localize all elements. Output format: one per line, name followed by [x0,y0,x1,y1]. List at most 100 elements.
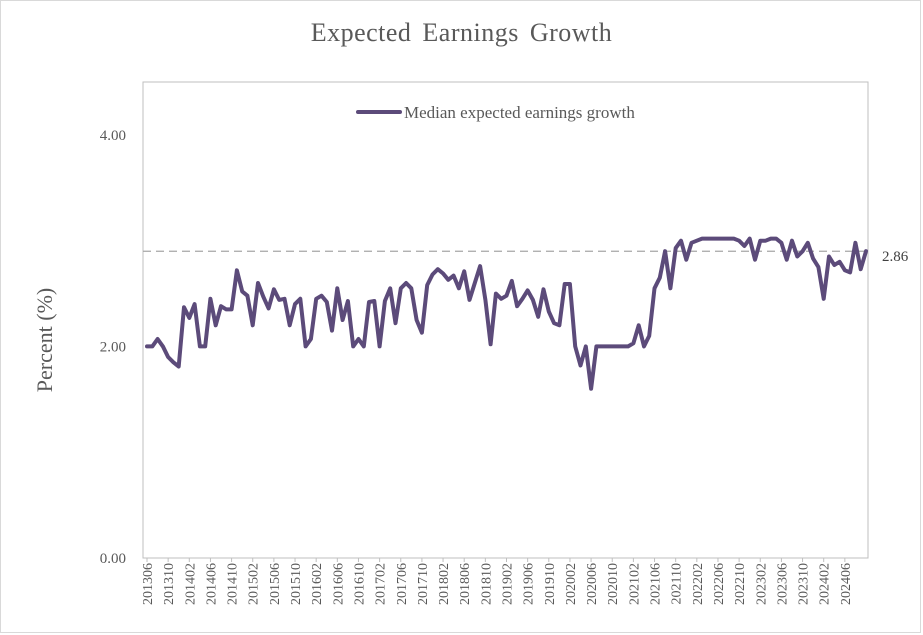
chart-title: Expected Earnings Growth [310,18,613,47]
data-point [674,246,678,250]
data-point [843,268,847,272]
x-tick-label: 201402 [183,563,198,605]
x-tick-label: 201902 [501,563,516,605]
data-point [515,304,519,308]
data-point [462,269,466,273]
x-tick-label: 201706 [395,563,410,605]
data-point [520,297,525,301]
data-point [552,321,556,325]
data-point [721,237,725,241]
data-point [240,289,244,293]
data-point [187,316,191,320]
x-tick-label: 202306 [775,563,790,605]
data-point [726,237,731,241]
data-point [330,329,334,333]
x-tick-label: 201506 [268,563,283,605]
data-point [219,304,223,308]
legend: Median expected earnings growth [356,103,635,122]
data-point [631,341,636,345]
data-point [753,258,757,262]
series-line-median-expected-earnings-growth [145,236,868,391]
data-point [647,334,651,338]
data-point [235,268,239,272]
x-tick-label: 202106 [649,563,664,605]
x-tick-label: 202102 [627,563,642,605]
x-tick-label: 201610 [352,563,367,605]
data-point [251,323,255,327]
x-tick-label: 202302 [754,563,769,605]
data-point [224,307,228,311]
x-tick-label: 202010 [606,563,621,605]
series-points [145,237,868,391]
data-point [399,286,403,290]
data-point [668,286,673,290]
data-point [832,263,836,267]
data-point [467,298,472,302]
data-point [563,282,567,286]
data-point [288,323,292,327]
x-tick-label: 202002 [564,563,579,605]
x-axis-ticks: 201306 201310 201402 201406 201410 201502 2015… [141,558,854,605]
data-point [420,331,424,335]
data-point [838,260,842,264]
data-point [156,337,160,341]
data-point [531,298,535,302]
data-point [541,287,546,291]
data-point [658,276,662,280]
data-point [319,294,324,298]
x-tick-label: 202202 [691,563,706,605]
x-tick-label: 201702 [374,563,389,605]
data-point [684,258,688,262]
x-tick-label: 201502 [247,563,262,605]
data-point [245,294,249,298]
data-point [198,344,202,348]
data-point [526,288,530,292]
data-point [679,239,683,243]
data-point [378,344,382,348]
data-point [415,318,419,322]
x-tick-label: 201602 [310,563,325,605]
data-point [494,292,498,296]
data-point [171,360,175,364]
data-point [652,286,657,290]
x-tick-label: 201806 [458,563,473,605]
y-axis-label: Percent (%) [32,288,57,392]
data-point [277,298,281,302]
data-point [351,344,355,348]
data-point [848,270,852,274]
x-tick-label: 201510 [289,563,304,605]
data-point [853,241,858,245]
x-tick-label: 202110 [670,563,685,604]
data-point [430,272,435,277]
data-point [309,337,313,341]
data-point [785,258,789,262]
data-point [483,298,487,302]
x-tick-label: 201410 [226,563,241,605]
data-point [404,281,408,285]
data-point [298,297,302,301]
data-point [230,307,234,311]
data-point [711,237,715,241]
data-point [790,239,794,243]
data-point [272,287,276,291]
data-point [282,297,287,301]
data-point [161,344,165,348]
data-point [214,323,218,327]
data-point [801,249,805,253]
data-point [489,342,493,346]
data-point [600,344,604,348]
data-point [621,344,625,348]
data-point [208,297,212,301]
data-point [822,297,826,301]
data-point [864,249,868,253]
data-point [293,302,297,306]
data-point [732,237,736,241]
y-axis-ticks: 0.00 2.00 4.00 [100,128,126,567]
data-point [383,299,387,303]
data-point [356,337,361,341]
data-point [372,299,376,303]
data-point [806,241,810,245]
data-point [742,244,747,248]
